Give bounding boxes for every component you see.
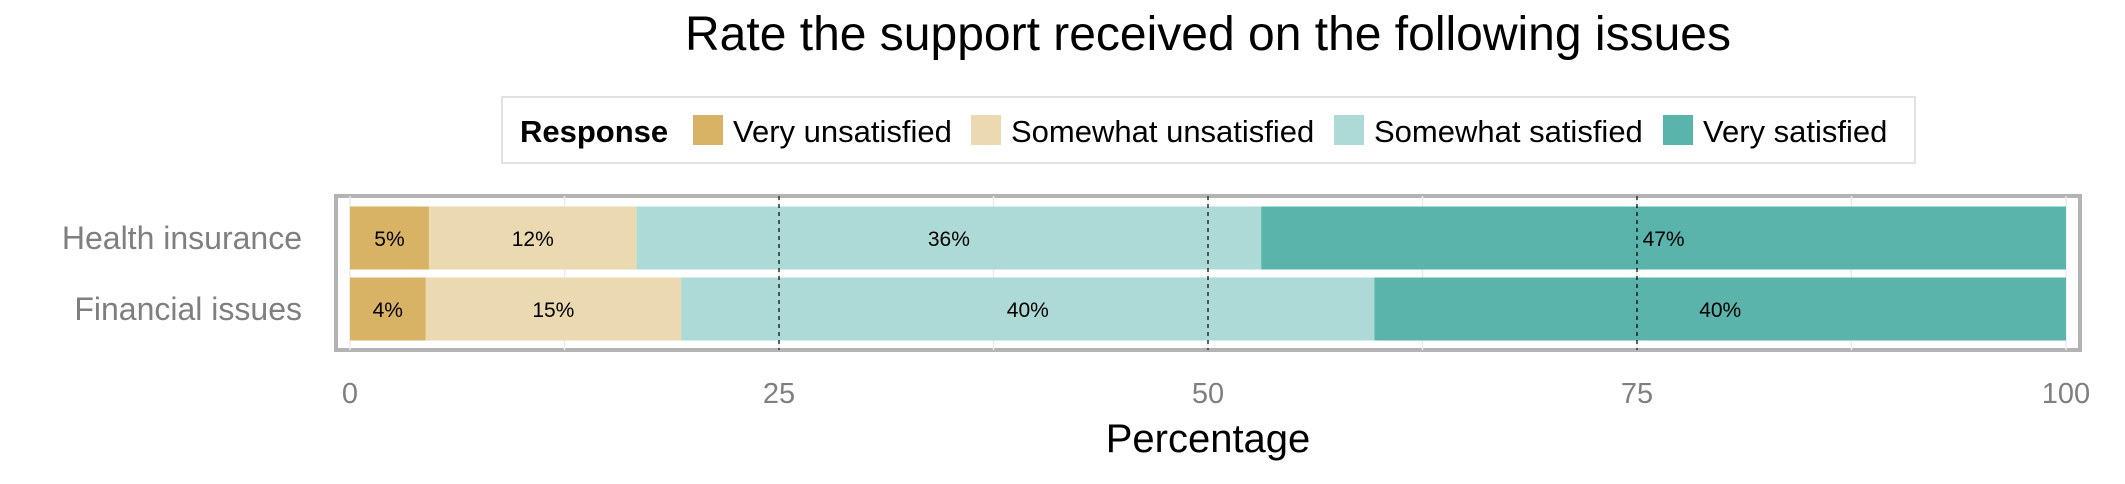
legend-title: Response (520, 114, 668, 149)
x-tick-label: 50 (1192, 378, 1224, 410)
legend-key-somewhat-unsatisfied (971, 115, 1001, 145)
legend-label: Somewhat satisfied (1374, 114, 1643, 149)
data-label: 15% (532, 299, 574, 322)
bar-somewhat-unsatisfied-health-insurance (428, 206, 637, 270)
data-labels: 5% 12% 36% 47% 4% 15% 40% 40% (373, 228, 1742, 322)
x-axis-title: Percentage (1106, 417, 1311, 461)
data-label: 12% (512, 228, 554, 251)
legend-label: Very unsatisfied (733, 114, 952, 149)
bar-very-satisfied-financial-issues (1374, 277, 2066, 341)
bar-somewhat-satisfied-health-insurance (636, 206, 1262, 270)
bars (350, 206, 2066, 341)
y-axis-labels: Health insurance Financial issues (62, 220, 302, 327)
legend: Response Very unsatisfied Somewhat unsatis… (501, 96, 1916, 164)
category-label: Financial issues (74, 291, 302, 327)
legend-key-very-satisfied (1663, 115, 1693, 145)
x-tick-label: 75 (1621, 378, 1653, 410)
data-label: 4% (373, 299, 403, 322)
legend-key-very-unsatisfied (693, 115, 723, 145)
reference-lines (778, 196, 1638, 350)
legend-label: Somewhat unsatisfied (1011, 114, 1314, 149)
data-label: 47% (1643, 228, 1685, 251)
legend-key-somewhat-satisfied (1334, 115, 1364, 145)
bar-somewhat-unsatisfied-financial-issues (425, 277, 682, 341)
bar-somewhat-satisfied-financial-issues (681, 277, 1375, 341)
data-label: 40% (1007, 299, 1049, 322)
category-label: Health insurance (62, 220, 302, 256)
data-label: 40% (1699, 299, 1741, 322)
data-label: 36% (928, 228, 970, 251)
x-tick-label: 100 (2042, 378, 2090, 410)
x-tick-label: 0 (342, 378, 358, 410)
chart-title: Rate the support received on the followi… (685, 8, 1731, 61)
legend-label: Very satisfied (1703, 114, 1887, 149)
bar-very-unsatisfied-financial-issues (350, 277, 426, 341)
data-label: 5% (374, 228, 404, 251)
x-tick-label: 25 (763, 378, 795, 410)
bar-very-unsatisfied-health-insurance (350, 206, 429, 270)
bar-very-satisfied-health-insurance (1261, 206, 2066, 270)
x-axis-ticks: 0 25 50 75 100 (342, 378, 2090, 410)
